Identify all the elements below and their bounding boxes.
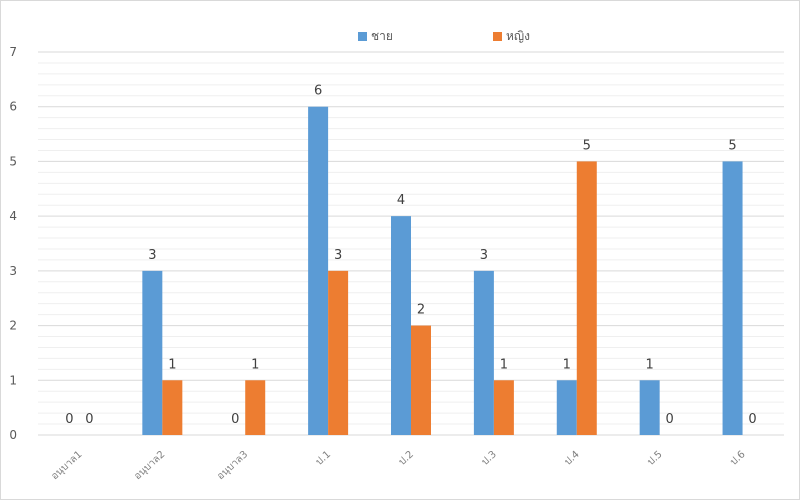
bar-ชาย bbox=[391, 216, 411, 435]
bar-ชาย bbox=[308, 106, 329, 435]
data-label: 0 bbox=[85, 412, 93, 427]
y-tick-label: 2 bbox=[9, 319, 17, 333]
legend-label: ชาย bbox=[371, 29, 393, 43]
x-tick-label: อนุบาล3 bbox=[215, 449, 250, 482]
y-tick-label: 4 bbox=[9, 209, 17, 223]
x-tick-label: ป.3 bbox=[480, 449, 499, 468]
x-tick-label: ป.1 bbox=[314, 449, 333, 468]
y-tick-label: 7 bbox=[9, 45, 17, 59]
data-label: 4 bbox=[397, 193, 405, 208]
data-label: 5 bbox=[728, 138, 736, 153]
data-label: 6 bbox=[314, 84, 322, 99]
y-tick-label: 0 bbox=[9, 428, 17, 442]
y-tick-label: 6 bbox=[9, 100, 17, 114]
bar-ชาย bbox=[556, 380, 577, 435]
legend-label: หญิง bbox=[506, 29, 530, 43]
x-tick-label: ป.2 bbox=[397, 449, 416, 468]
x-tick-label: ป.6 bbox=[728, 449, 747, 468]
data-label: 0 bbox=[666, 412, 674, 427]
bar-หญิง bbox=[576, 161, 597, 435]
data-label: 3 bbox=[148, 248, 156, 263]
data-label: 3 bbox=[480, 248, 488, 263]
data-label: 0 bbox=[231, 412, 239, 427]
data-label: 2 bbox=[417, 303, 425, 318]
bar-ชาย bbox=[473, 270, 494, 435]
y-tick-label: 3 bbox=[9, 264, 17, 278]
bar-หญิง bbox=[328, 270, 349, 435]
legend-swatch bbox=[493, 32, 502, 41]
data-label: 1 bbox=[251, 357, 259, 372]
x-tick-label: อนุบาล2 bbox=[132, 449, 167, 482]
data-label: 5 bbox=[583, 138, 591, 153]
y-tick-label: 5 bbox=[9, 154, 17, 168]
bar-ชาย bbox=[142, 270, 163, 435]
x-tick-label: ป.5 bbox=[646, 449, 665, 468]
data-label: 0 bbox=[748, 412, 756, 427]
bar-ชาย bbox=[722, 161, 743, 435]
y-tick-label: 1 bbox=[9, 373, 17, 387]
data-label: 1 bbox=[168, 357, 176, 372]
bar-หญิง bbox=[493, 380, 514, 435]
bar-หญิง bbox=[411, 325, 431, 435]
bar-หญิง bbox=[245, 380, 266, 435]
x-tick-label: ป.4 bbox=[563, 449, 582, 468]
data-label: 0 bbox=[65, 412, 73, 427]
data-label: 1 bbox=[500, 357, 508, 372]
data-label: 1 bbox=[646, 357, 654, 372]
bar-หญิง bbox=[162, 380, 183, 435]
data-label: 1 bbox=[563, 357, 571, 372]
legend-swatch bbox=[358, 32, 367, 41]
bar-ชาย bbox=[639, 380, 660, 435]
x-tick-label: อนุบาล1 bbox=[49, 449, 84, 482]
data-label: 3 bbox=[334, 248, 342, 263]
